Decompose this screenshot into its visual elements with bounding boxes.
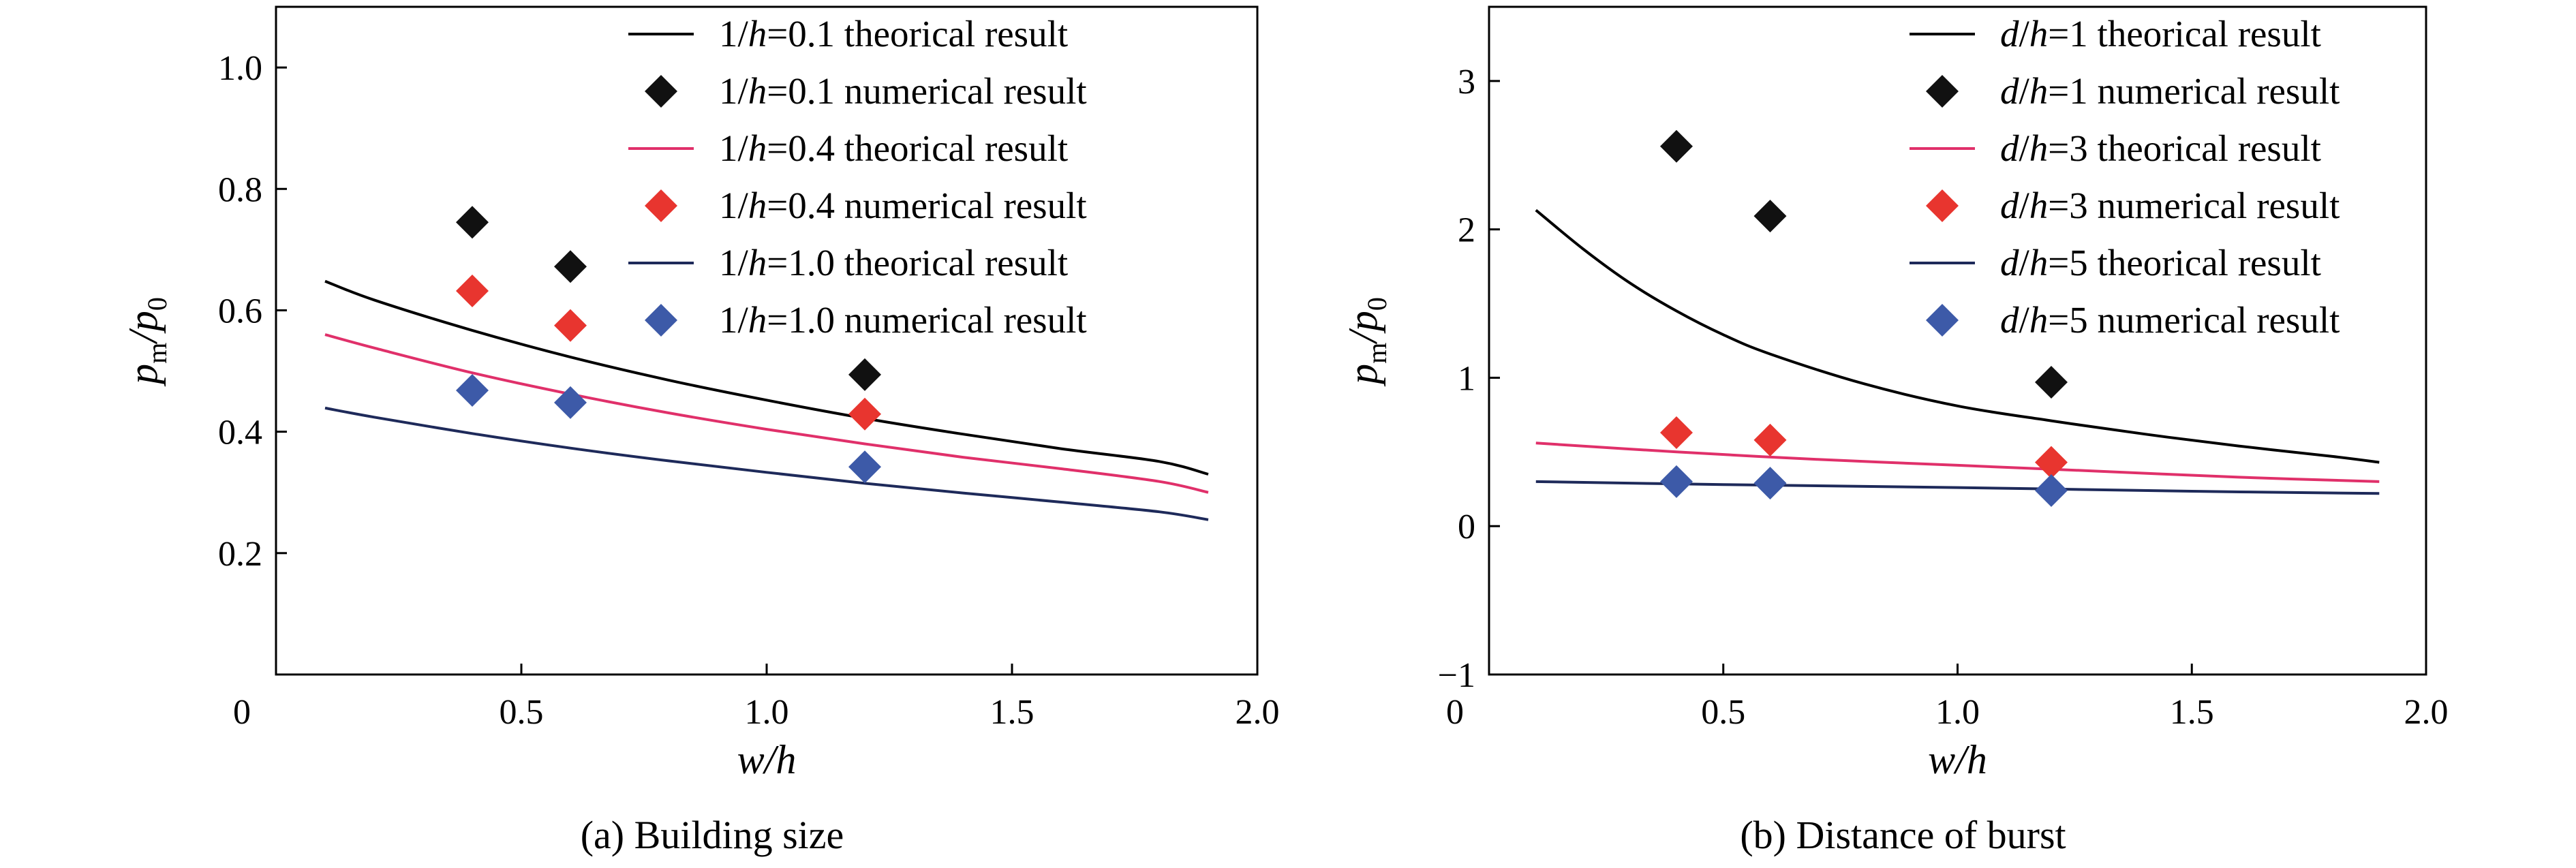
legend-label: d/h=3 theorical result (2000, 127, 2321, 169)
data-point-marker (1753, 467, 1787, 500)
y-tick-label: 0.2 (218, 535, 262, 574)
legend-label: d/h=3 numerical result (2000, 185, 2340, 226)
legend-label: 1/h=0.4 theorical result (719, 127, 1068, 169)
series-line-4 (324, 406, 1209, 521)
chart-panel-a: 0 0.5 1.0 1.5 2.0 0.2 0.4 0.6 0.8 1.0 w/h pm/p0 1/h=… (121, 5, 1280, 857)
legend-label: 1/h=1.0 theorical result (719, 242, 1068, 283)
legend-label: 1/h=0.4 numerical result (719, 185, 1087, 226)
data-point-marker (2035, 365, 2068, 399)
legend-label: 1/h=0.1 theorical result (719, 13, 1068, 55)
x-axis-label: w/h (737, 737, 797, 782)
data-point-marker (848, 358, 881, 391)
legend-label: 1/h=1.0 numerical result (719, 299, 1087, 341)
y-tick-label: 0.4 (218, 414, 262, 452)
series-line-2 (324, 333, 1209, 494)
legend-marker-symbol (645, 189, 677, 222)
x-tick-label: 1.0 (1935, 693, 1980, 732)
y-tick-label: 0 (1458, 508, 1475, 546)
legend-marker-symbol (645, 304, 677, 337)
x-tick-label: 1.5 (990, 693, 1034, 732)
legend-marker-symbol (1926, 189, 1959, 222)
legend-marker-symbol (645, 75, 677, 108)
y-axis-label: pm/p0 (121, 297, 172, 387)
x-tick-label: 1.0 (745, 693, 789, 732)
panel-caption: (a) Building size (581, 813, 844, 857)
legend-label: 1/h=0.1 numerical result (719, 70, 1087, 112)
legend-marker-symbol (1926, 75, 1959, 108)
x-tick-label: 0 (1446, 693, 1464, 732)
y-tick-label: 1 (1458, 359, 1475, 398)
y-tick-label: 0.6 (218, 292, 262, 330)
data-point-marker (554, 309, 587, 342)
data-point-marker (1660, 416, 1693, 450)
legend-label: d/h=5 theorical result (2000, 242, 2321, 283)
y-tick-label: 1.0 (218, 49, 262, 88)
x-tick-label: 2.0 (1236, 693, 1280, 732)
y-tick-label: 3 (1458, 63, 1475, 102)
x-tick-label: 0.5 (1701, 693, 1745, 732)
y-tick-label: 2 (1458, 211, 1475, 250)
data-point-marker (2035, 446, 2068, 479)
x-tick-label: 1.5 (2170, 693, 2214, 732)
data-point-marker (1660, 129, 1693, 163)
data-point-marker (456, 274, 489, 307)
legend-marker-symbol (1926, 304, 1959, 337)
x-axis-label: w/h (1928, 737, 1987, 782)
data-point-marker (2035, 474, 2068, 507)
data-point-marker (456, 206, 489, 239)
data-point-marker (456, 374, 489, 407)
legend-label: d/h=5 numerical result (2000, 299, 2340, 341)
y-tick-label: 0.8 (218, 170, 262, 209)
data-point-marker (554, 250, 587, 283)
data-point-marker (848, 450, 881, 484)
legend-label: d/h=1 theorical result (2000, 13, 2321, 55)
x-tick-label: 0 (233, 693, 251, 732)
data-point-marker (554, 386, 587, 419)
series-line-2 (1535, 441, 2380, 483)
data-point-marker (1753, 423, 1787, 456)
x-tick-label: 0.5 (500, 693, 544, 732)
y-axis-label: pm/p0 (1340, 297, 1392, 387)
data-point-marker (1753, 200, 1787, 233)
data-point-marker (1660, 465, 1693, 498)
data-point-marker (848, 397, 881, 431)
series-line-0 (1535, 208, 2380, 464)
series-line-0 (324, 279, 1209, 476)
legend-label: d/h=1 numerical result (2000, 70, 2340, 112)
x-tick-label: 2.0 (2404, 693, 2449, 732)
y-tick-label: −1 (1438, 656, 1475, 695)
panel-caption: (b) Distance of burst (1740, 813, 2066, 857)
